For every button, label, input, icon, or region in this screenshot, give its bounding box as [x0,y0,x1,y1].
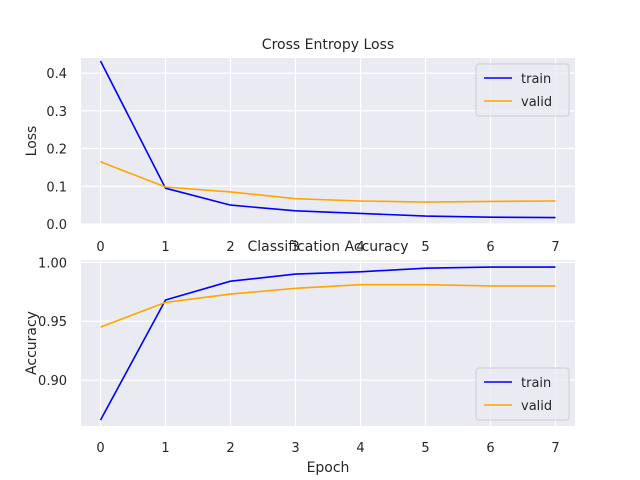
series-line-train [99,60,556,219]
x-tick-label: 2 [226,441,234,456]
x-tick-label: 1 [161,240,169,255]
x-tick-label: 5 [421,441,429,456]
y-tick-label: 0.1 [46,180,67,195]
y-axis-label: Loss [24,126,40,157]
x-tick-label: 0 [96,240,104,255]
y-tick-label: 0.90 [38,374,67,389]
x-tick-label: 5 [421,240,429,255]
x-axis-label: Epoch [307,460,350,476]
chart-title: Cross Entropy Loss [262,37,394,53]
x-tick-label: 6 [486,240,494,255]
legend-box [475,367,570,421]
series-line-train [99,266,556,421]
loss-chart-panel: 0 1 2 3 4 5 6 7 0.0 0.1 0.2 0.3 0.4 Cross Entropy Los… [24,37,575,255]
x-tick-label: 3 [291,441,299,456]
legend-label-valid: valid [521,399,552,414]
x-tick-label: 1 [161,441,169,456]
y-tick-label: 1.00 [38,256,67,271]
x-tick-label: 3 [291,240,299,255]
legend-label-train: train [521,376,551,391]
x-tick-label: 4 [356,240,364,255]
y-tick-label: 0.3 [46,105,67,120]
y-axis-label: Accuracy [24,311,40,375]
y-tick-label: 0.0 [46,218,67,233]
x-tick-label: 4 [356,441,364,456]
series-line-valid [100,283,556,328]
x-tick-label: 7 [551,240,559,255]
chart-title: Classification Accuracy [248,239,409,255]
y-tick-label: 0.2 [46,143,67,158]
legend-box [475,63,570,117]
x-tick-label: 6 [486,441,494,456]
accuracy-chart-panel: 0 1 2 3 4 5 6 7 0.90 0.95 1.00 Classification Accur… [24,239,575,476]
series-line-valid [100,161,556,203]
x-tick-label: 7 [551,441,559,456]
y-tick-label: 0.4 [46,67,67,82]
x-tick-label: 0 [96,441,104,456]
legend-label-train: train [521,72,551,87]
x-tick-label: 2 [226,240,234,255]
legend: train valid [475,367,570,421]
y-tick-label: 0.95 [38,315,67,330]
legend: train valid [475,63,570,117]
legend-label-valid: valid [521,95,552,110]
